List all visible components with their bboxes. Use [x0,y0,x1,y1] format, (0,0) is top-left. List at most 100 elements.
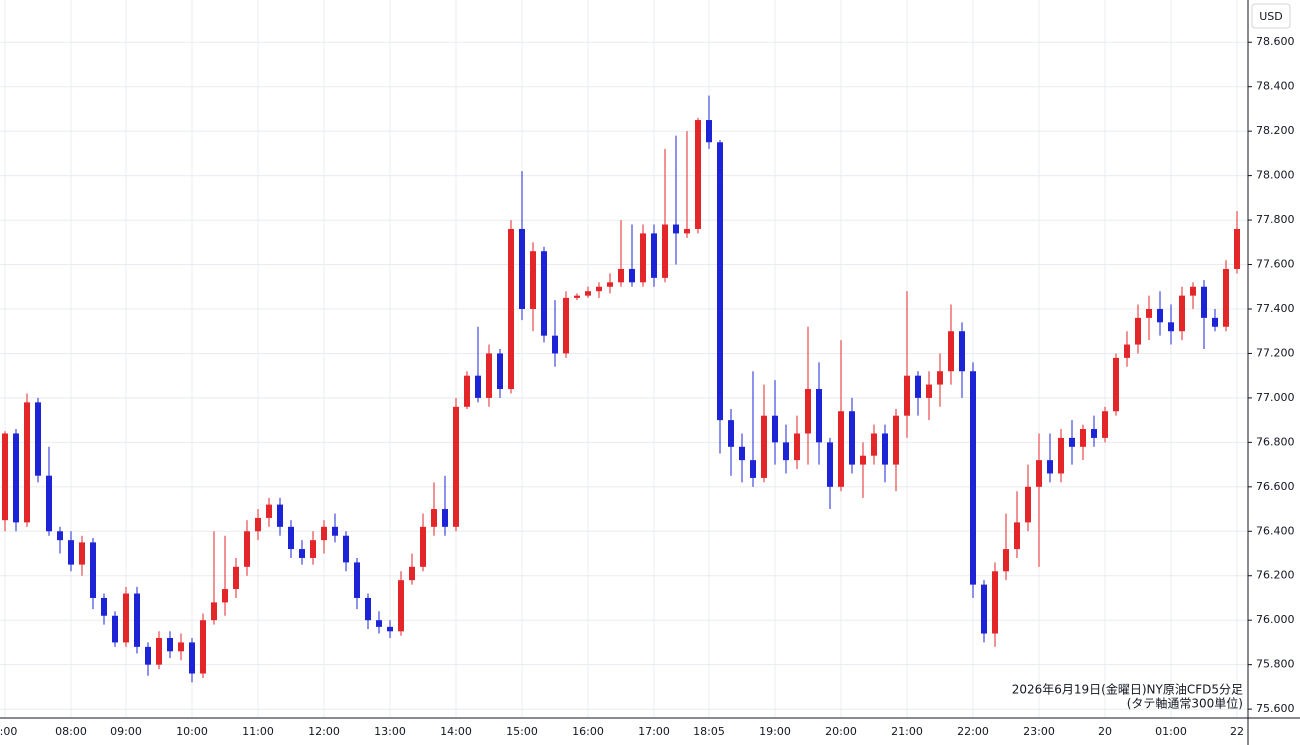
candle-body [332,526,338,536]
candle-body [1102,411,1108,438]
candle-body [90,542,96,598]
currency-box [1251,3,1291,29]
candle-body [266,504,272,518]
candle-body [134,593,140,647]
x-tick-label: 13:00 [374,725,406,738]
candle-body [662,224,668,278]
candle-body [497,353,503,390]
candle-body [299,549,305,558]
candle-body [1003,549,1009,572]
candle-body [629,268,635,283]
y-tick-label: 77.600 [1256,258,1295,271]
candle-body [13,433,19,523]
candle-body [486,353,492,398]
candle-body [728,420,734,447]
candle-body [464,375,470,407]
candle-body [563,297,569,354]
candle-body [948,331,954,372]
candle-body [1168,322,1174,332]
candle-body [1201,286,1207,318]
candle-body [1179,295,1185,332]
y-tick-label: 75.600 [1256,702,1295,715]
x-tick-label: 20:00 [825,725,857,738]
candle-body [552,335,558,354]
x-tick-label: 11:00 [242,725,274,738]
candle-body [772,415,778,443]
candle-body [530,251,536,309]
candle-body [1058,437,1064,474]
candle-body [244,531,250,567]
candle-body [739,446,745,461]
candle-body [1036,460,1042,487]
candle-body [1234,228,1240,269]
x-tick-label: 10:00 [176,725,208,738]
candle-body [893,415,899,465]
candle-body [1080,429,1086,447]
candle-body [398,580,404,632]
y-tick-label: 78.400 [1256,80,1295,93]
candle-body [156,637,162,665]
candle-body [167,637,173,652]
candle-body [1190,286,1196,296]
candle-body [783,442,789,461]
candle-body [904,375,910,416]
y-tick-label: 78.600 [1256,35,1295,48]
x-tick-label: 23:00 [1023,725,1055,738]
candle-body [1146,308,1152,318]
candle-body [926,384,932,398]
candle-body [1047,460,1053,474]
candle-body [915,375,921,398]
candle-body [409,566,415,581]
candle-body [1157,308,1163,323]
annotation: 2026年6月19日(金曜日)NY原油CFD5分足 [1012,682,1243,697]
candle-body [607,282,613,287]
candle-body [420,526,426,567]
y-tick-label: 76.000 [1256,613,1295,626]
candle-body [277,504,283,527]
annotation: (タテ軸通常300単位) [1127,696,1243,711]
candle-body [2,433,8,521]
x-tick-label: 16:00 [572,725,604,738]
plot [0,0,1248,718]
candle-body [882,433,888,465]
candle-body [684,228,690,234]
candle-body [123,593,129,643]
candle-body [46,475,52,532]
candle-body [838,411,844,487]
candle-body [24,402,30,523]
candle-body [255,517,261,532]
candle-body [794,433,800,461]
x-tick-label: 22:00 [957,725,989,738]
x-tick-label: 12:00 [308,725,340,738]
candle-body [816,389,822,443]
x-tick-label: 18:05 [693,725,725,738]
candle-body [112,615,118,643]
y-tick-label: 77.400 [1256,302,1295,315]
y-tick-label: 76.600 [1256,480,1295,493]
candle-body [970,371,976,585]
candle-body [1069,437,1075,447]
candle-body [68,540,74,565]
y-tick-label: 77.000 [1256,391,1295,404]
candle-body [1135,317,1141,345]
candle-body [211,602,217,621]
x-tick-label: 21:00 [891,725,923,738]
candle-body [321,526,327,541]
x-tick-label: 14:00 [440,725,472,738]
candle-body [233,566,239,590]
candle-body [673,224,679,234]
candle-body [1113,357,1119,412]
candle-body [343,535,349,563]
candle-body [310,540,316,558]
candle-body [442,509,448,527]
candle-body [376,620,382,627]
candle-body [981,584,987,634]
x-tick-label: 17:00 [638,725,670,738]
y-tick-label: 76.800 [1256,435,1295,448]
y-tick-label: 75.800 [1256,658,1295,671]
y-tick-label: 78.000 [1256,169,1295,182]
candle-body [57,531,63,541]
candle-body [750,460,756,478]
y-tick-label: 78.200 [1256,124,1295,137]
